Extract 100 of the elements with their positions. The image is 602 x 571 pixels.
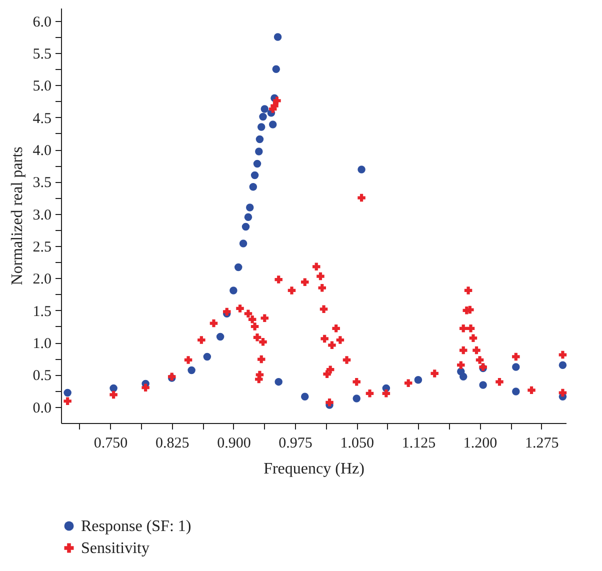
point (260, 314, 269, 322)
point (358, 194, 366, 202)
point (301, 278, 309, 286)
point (476, 356, 484, 364)
point (274, 33, 282, 41)
point (210, 319, 218, 328)
point (256, 135, 264, 144)
point (316, 272, 324, 280)
point (528, 386, 536, 394)
point (328, 341, 336, 350)
point (110, 390, 118, 399)
point (257, 123, 266, 131)
point (273, 96, 281, 105)
point (366, 390, 374, 398)
point (257, 355, 266, 364)
point (188, 366, 196, 374)
x-tick-label: 0.750 (94, 436, 128, 452)
point (250, 322, 259, 330)
point (272, 65, 280, 73)
y-tick-label: 1.5 (32, 304, 52, 320)
point (260, 105, 269, 113)
x-axis-title: Frequency (Hz) (264, 460, 364, 478)
point (198, 336, 206, 344)
y-tick-label: 5.5 (32, 46, 52, 63)
point (414, 376, 422, 384)
y-tick-label: 0.0 (32, 400, 52, 416)
point (274, 276, 282, 284)
point (332, 324, 340, 332)
y-tick-label: 3.5 (32, 175, 52, 192)
y-tick-label: 2.0 (32, 272, 52, 288)
x-tick-label: 1.275 (524, 436, 559, 452)
point (248, 316, 256, 324)
point (326, 398, 334, 406)
point (512, 352, 520, 361)
point (256, 370, 264, 379)
point (203, 352, 212, 361)
point (558, 388, 567, 397)
point (64, 397, 72, 405)
point (253, 334, 262, 342)
y-tick-label: 1.0 (32, 336, 52, 352)
point (352, 394, 360, 402)
point (457, 361, 465, 369)
point (382, 390, 390, 398)
point (259, 338, 267, 346)
legend-label: Response (SF: 1) (81, 518, 192, 535)
point (239, 240, 248, 248)
point (110, 384, 118, 392)
y-tick-label: 2.5 (32, 240, 52, 256)
point (249, 183, 258, 191)
point (320, 305, 328, 313)
point (250, 171, 259, 180)
point (259, 112, 267, 121)
x-tick-label: 1.200 (463, 436, 498, 452)
point (236, 304, 244, 312)
point (479, 381, 487, 389)
x-tick-label: 0.825 (155, 436, 190, 452)
point (469, 334, 478, 342)
point (255, 148, 263, 156)
point (184, 356, 192, 364)
point (464, 286, 472, 294)
point (459, 372, 468, 381)
point (320, 334, 328, 343)
point (459, 324, 468, 332)
point (216, 332, 224, 341)
x-tick-label: 1.125 (402, 436, 436, 452)
x-tick-label: 0.975 (278, 436, 312, 452)
point (242, 222, 250, 231)
point (358, 166, 366, 174)
point (253, 160, 262, 168)
legend-label: Sensitivity (81, 540, 150, 557)
point (430, 370, 438, 378)
point (234, 263, 242, 272)
point (512, 388, 520, 396)
point (352, 378, 360, 386)
point (558, 350, 567, 359)
point (288, 286, 296, 294)
y-tick-label: 5.0 (32, 78, 52, 95)
point (326, 366, 334, 374)
point (230, 286, 238, 294)
point (244, 213, 252, 221)
y-tick-label: 0.5 (32, 368, 52, 384)
point (336, 336, 344, 344)
point (274, 378, 282, 386)
point (459, 346, 468, 354)
y-tick-label: 6.0 (32, 14, 52, 30)
point (268, 120, 277, 128)
point (404, 379, 412, 387)
point (472, 346, 480, 354)
point (312, 262, 320, 271)
point (466, 324, 475, 332)
x-tick-label: 1.050 (340, 436, 374, 452)
x-tick-label: 0.900 (217, 436, 251, 452)
point (244, 310, 252, 318)
point (246, 204, 254, 212)
point (512, 363, 520, 371)
y-axis-title: Normalized real parts (8, 146, 26, 286)
point (142, 384, 150, 392)
y-tick-label: 4.0 (32, 143, 52, 160)
point (342, 356, 351, 364)
point (558, 361, 567, 369)
